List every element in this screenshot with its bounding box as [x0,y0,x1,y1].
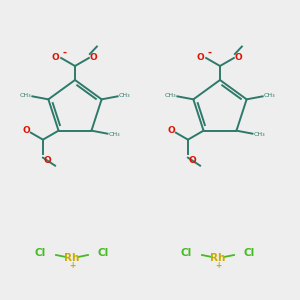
Text: -: - [207,48,211,58]
Text: O: O [90,52,98,62]
Text: Cl: Cl [244,248,255,258]
Text: +: + [69,262,75,271]
Text: CH₃: CH₃ [20,93,32,98]
Text: -: - [62,48,66,58]
Text: O: O [196,52,204,62]
Text: +: + [215,262,221,271]
Text: Cl: Cl [181,248,192,258]
Text: CH₃: CH₃ [264,93,275,98]
Text: Cl: Cl [35,248,46,258]
Text: CH₃: CH₃ [118,93,130,98]
Text: O: O [189,156,197,165]
Text: O: O [44,156,52,165]
Text: Rh: Rh [64,253,80,263]
Text: CH₃: CH₃ [254,132,265,137]
Text: CH₃: CH₃ [109,132,120,137]
Text: Cl: Cl [98,248,109,258]
Text: O: O [22,126,30,135]
Text: CH₃: CH₃ [165,93,176,98]
Text: O: O [235,52,243,62]
Text: O: O [167,126,175,135]
Text: Rh: Rh [210,253,226,263]
Text: O: O [51,52,59,62]
